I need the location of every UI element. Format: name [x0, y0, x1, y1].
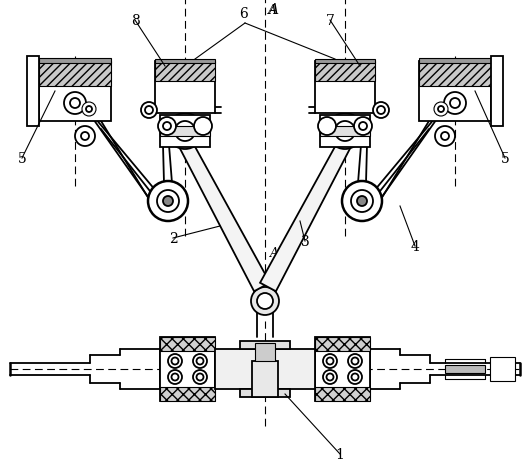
Circle shape [450, 99, 460, 109]
Circle shape [335, 122, 355, 142]
Text: 6: 6 [238, 7, 248, 21]
Circle shape [357, 197, 367, 207]
Circle shape [168, 370, 182, 384]
Circle shape [172, 374, 179, 381]
Circle shape [251, 288, 279, 315]
Circle shape [342, 182, 382, 221]
Circle shape [197, 358, 204, 365]
Bar [419, 62, 491, 122]
Text: A: A [270, 247, 279, 259]
Text: 7: 7 [325, 14, 334, 28]
Text: 8: 8 [130, 14, 139, 28]
Bar [240, 389, 290, 397]
Bar [160, 116, 210, 148]
Circle shape [373, 103, 389, 119]
Circle shape [141, 103, 157, 119]
Bar [315, 60, 375, 64]
Circle shape [157, 190, 179, 213]
Bar [39, 62, 111, 87]
Bar [160, 387, 215, 401]
Text: 3: 3 [301, 235, 310, 248]
Bar [445, 365, 485, 373]
Bar [252, 361, 278, 397]
Circle shape [86, 107, 92, 113]
Circle shape [348, 370, 362, 384]
Circle shape [257, 293, 273, 309]
Bar [39, 59, 111, 64]
Circle shape [351, 190, 373, 213]
Circle shape [81, 133, 89, 141]
Circle shape [82, 103, 96, 117]
Circle shape [158, 118, 176, 136]
Circle shape [172, 358, 179, 365]
Circle shape [148, 182, 188, 221]
Text: 5: 5 [501, 152, 509, 166]
Text: 4: 4 [411, 239, 419, 253]
Circle shape [175, 122, 195, 142]
Bar [255, 343, 275, 361]
Polygon shape [260, 140, 351, 292]
Bar [155, 62, 215, 114]
Circle shape [75, 127, 95, 147]
Text: A: A [268, 3, 278, 17]
Circle shape [193, 354, 207, 368]
Circle shape [163, 197, 173, 207]
Circle shape [193, 370, 207, 384]
Circle shape [323, 370, 337, 384]
Circle shape [167, 114, 203, 149]
Circle shape [326, 358, 333, 365]
Bar [160, 337, 215, 351]
Circle shape [327, 114, 363, 149]
Circle shape [354, 118, 372, 136]
Bar [315, 337, 370, 351]
Polygon shape [179, 140, 270, 292]
Bar [490, 357, 515, 381]
Text: 2: 2 [169, 231, 178, 246]
Circle shape [351, 374, 358, 381]
Circle shape [438, 107, 444, 113]
Text: 1: 1 [335, 447, 344, 461]
Bar [315, 337, 370, 401]
Circle shape [70, 99, 80, 109]
Bar [27, 57, 39, 127]
Text: 5: 5 [17, 152, 26, 166]
Bar [155, 62, 215, 82]
Bar [315, 62, 375, 114]
Bar [315, 62, 375, 82]
Circle shape [168, 354, 182, 368]
Circle shape [434, 103, 448, 117]
Circle shape [175, 122, 195, 142]
Bar [419, 62, 491, 87]
Bar [491, 57, 503, 127]
Bar [160, 337, 215, 401]
Circle shape [377, 107, 385, 115]
Circle shape [444, 93, 466, 115]
Circle shape [351, 358, 358, 365]
Circle shape [163, 123, 171, 131]
Circle shape [197, 374, 204, 381]
Bar [155, 60, 215, 64]
Circle shape [348, 354, 362, 368]
Circle shape [318, 118, 336, 136]
Circle shape [435, 127, 455, 147]
Circle shape [323, 354, 337, 368]
Bar [320, 127, 370, 137]
Circle shape [335, 122, 355, 142]
Bar [240, 341, 290, 349]
Bar [315, 387, 370, 401]
Circle shape [64, 93, 86, 115]
Bar [419, 59, 491, 64]
Circle shape [194, 118, 212, 136]
Circle shape [145, 107, 153, 115]
Bar [320, 116, 370, 148]
Circle shape [326, 374, 333, 381]
Bar [160, 127, 210, 137]
Text: A: A [268, 4, 277, 17]
Circle shape [441, 133, 449, 141]
Bar [215, 349, 315, 389]
Circle shape [359, 123, 367, 131]
Bar [39, 62, 111, 122]
